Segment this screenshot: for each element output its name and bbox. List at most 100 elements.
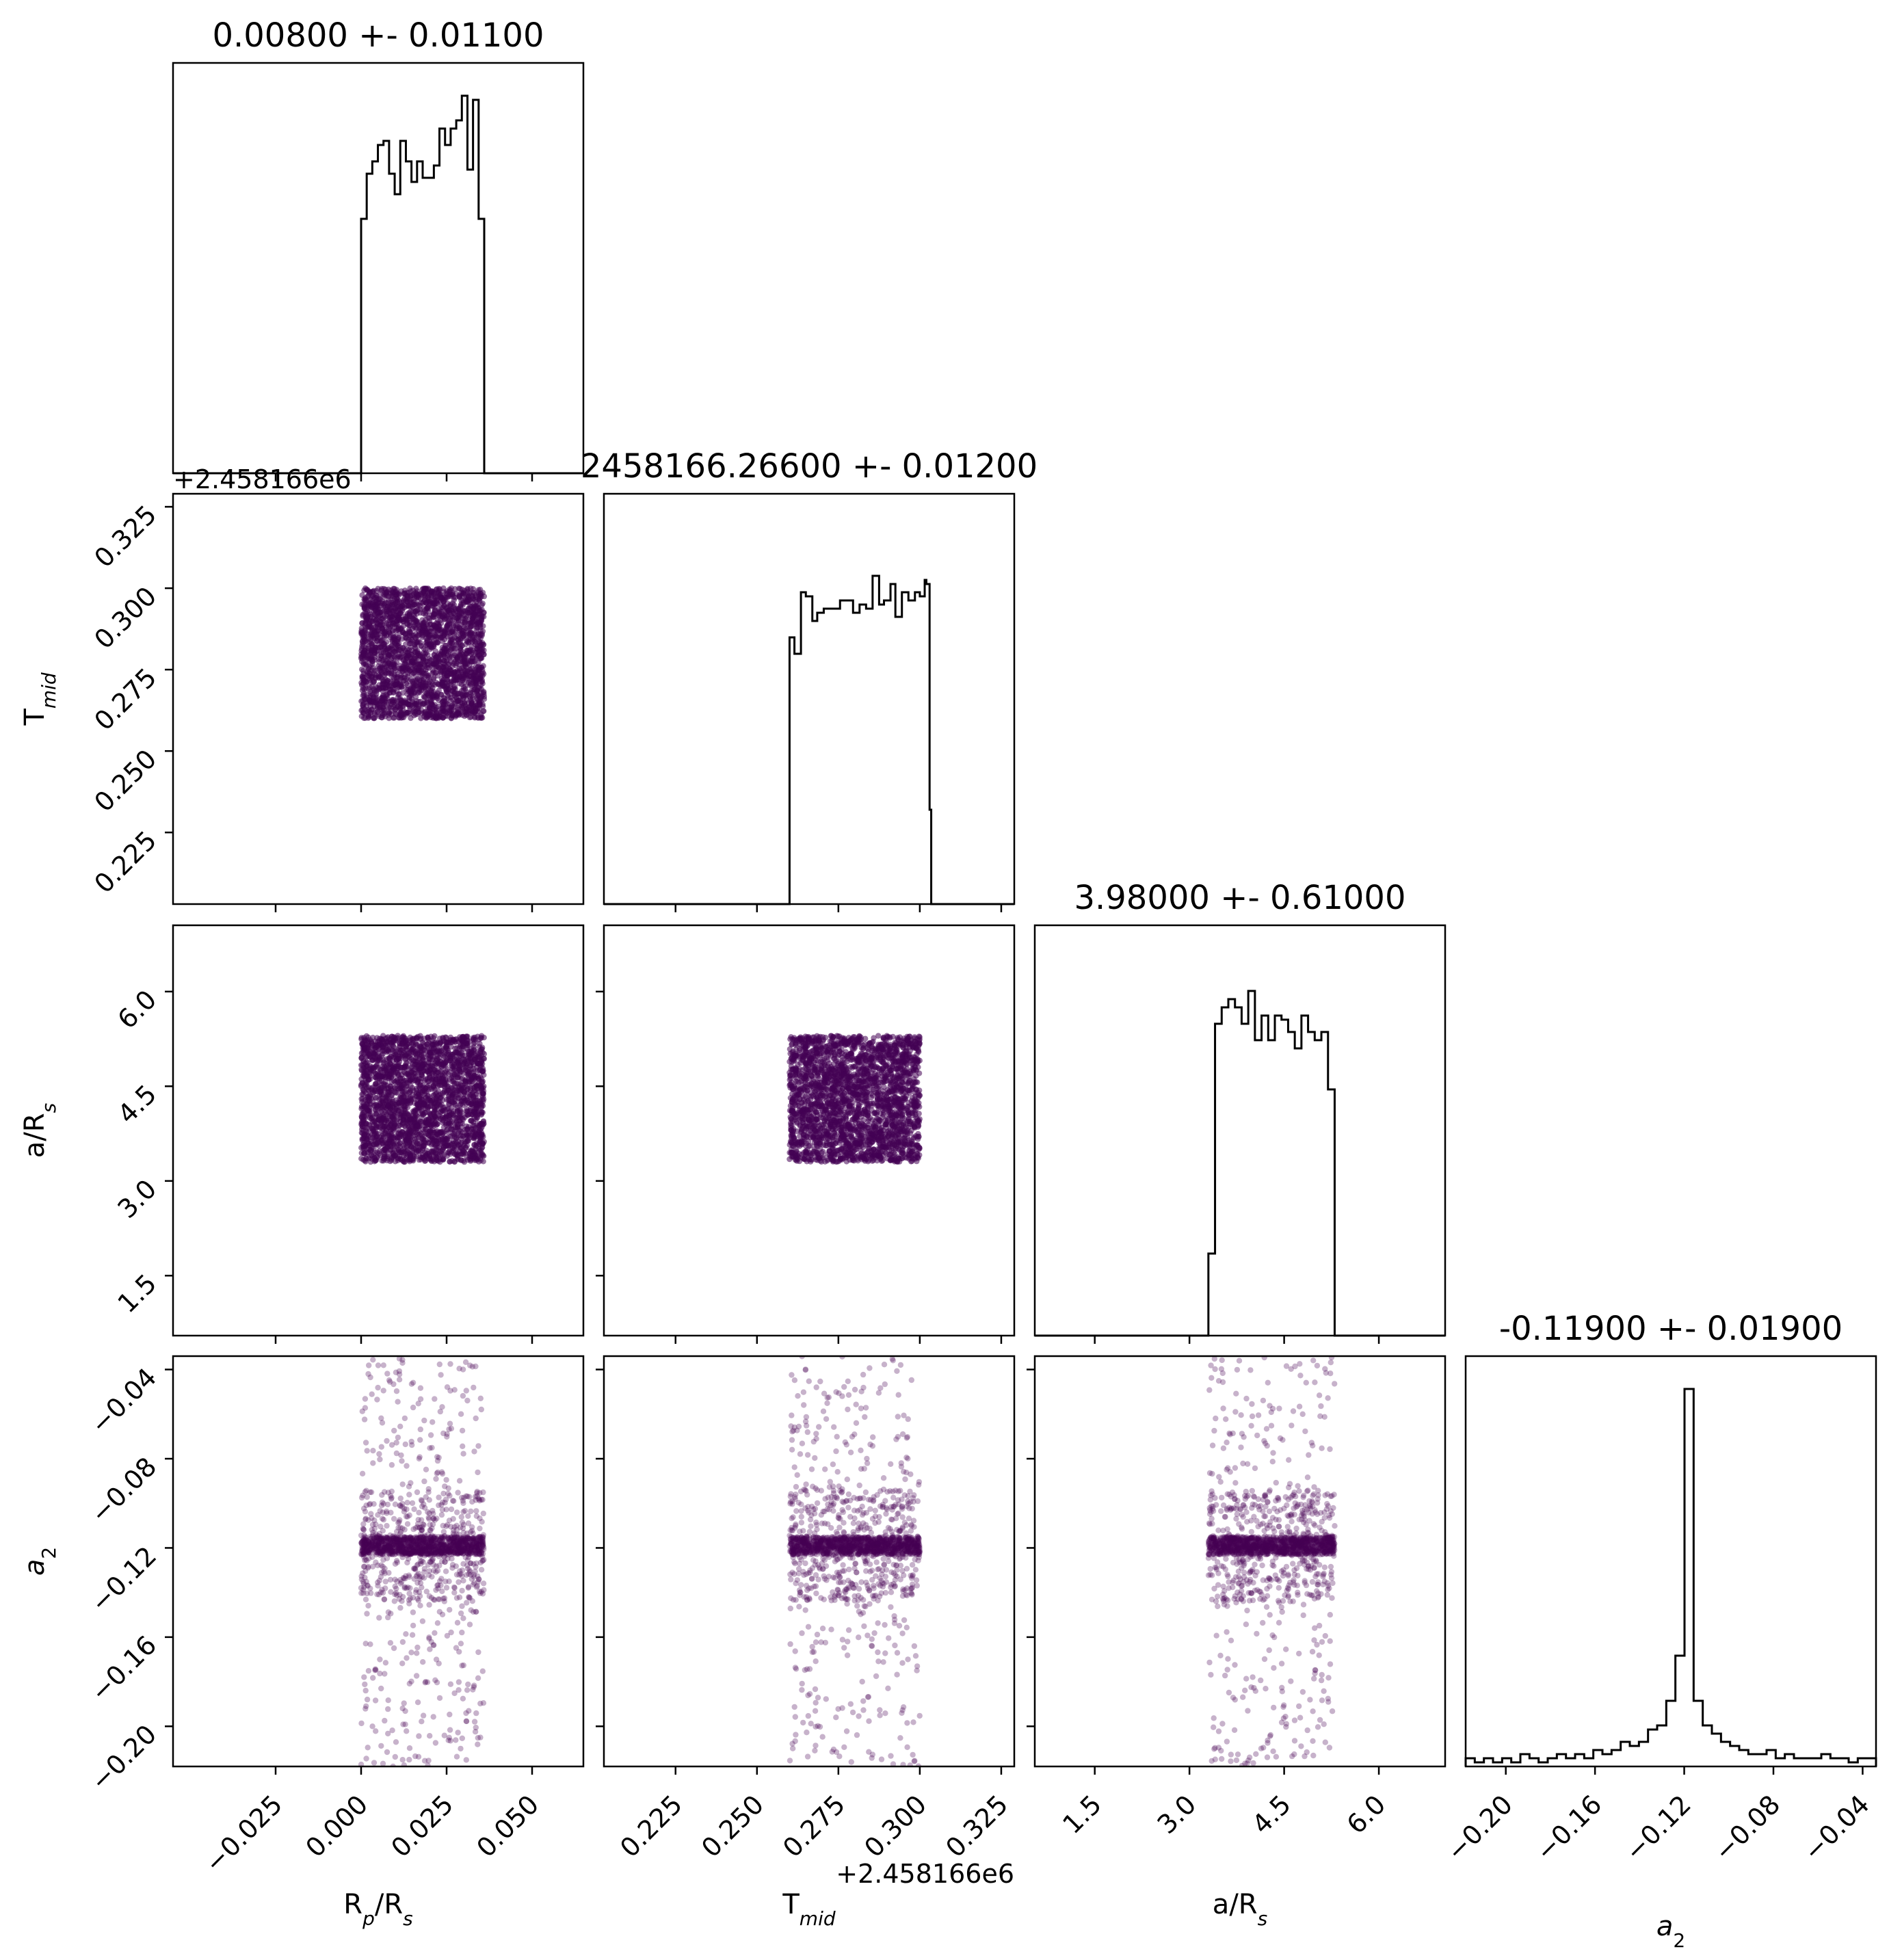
point <box>376 1053 382 1059</box>
point <box>473 1100 479 1107</box>
point <box>471 1065 477 1072</box>
point <box>432 607 438 613</box>
point <box>384 1094 391 1100</box>
point <box>447 641 453 647</box>
point <box>376 1035 383 1042</box>
point <box>375 613 382 620</box>
point <box>366 670 372 676</box>
point <box>433 598 440 605</box>
point <box>362 651 369 657</box>
point <box>358 1145 365 1151</box>
point <box>455 606 462 612</box>
point <box>393 1035 400 1042</box>
point <box>386 607 392 614</box>
point <box>406 609 412 615</box>
point <box>423 1154 430 1160</box>
axes-frame-a2 <box>1464 1355 1877 1768</box>
point <box>442 1104 448 1111</box>
point <box>378 1137 384 1143</box>
point <box>421 1085 427 1091</box>
point <box>410 1087 417 1094</box>
point <box>451 683 458 690</box>
point <box>394 599 400 606</box>
point <box>448 703 455 709</box>
point <box>360 710 367 716</box>
point <box>389 628 396 634</box>
point <box>400 699 406 706</box>
point <box>399 690 406 696</box>
point <box>360 670 367 677</box>
point <box>473 1104 479 1111</box>
point <box>439 648 445 655</box>
point <box>408 715 414 721</box>
point <box>427 700 434 706</box>
point <box>381 602 388 609</box>
point <box>372 674 378 681</box>
point <box>412 1139 419 1145</box>
point <box>421 676 427 683</box>
hist-step-rp <box>173 94 583 475</box>
point <box>359 620 365 626</box>
point <box>413 673 419 679</box>
point <box>427 706 433 712</box>
title-tmid: 2458166.26600 +- 0.01200 <box>581 447 1038 486</box>
point <box>455 637 462 643</box>
point <box>390 715 397 721</box>
point <box>451 1066 458 1073</box>
point <box>470 704 476 711</box>
point <box>390 1043 397 1049</box>
point <box>453 678 459 684</box>
point <box>366 589 373 595</box>
point <box>440 1120 446 1126</box>
point <box>476 620 482 626</box>
point <box>443 1044 449 1050</box>
point <box>473 669 479 675</box>
point <box>430 1127 436 1133</box>
point <box>416 602 422 608</box>
point <box>443 688 449 695</box>
point <box>441 696 448 702</box>
point <box>372 1137 379 1143</box>
point <box>453 1049 460 1055</box>
point <box>459 712 466 718</box>
point <box>404 1143 410 1150</box>
point <box>450 1145 456 1151</box>
point <box>473 654 480 661</box>
hist-rp <box>172 62 585 475</box>
point <box>481 1139 487 1145</box>
point <box>436 626 443 633</box>
point <box>360 685 367 691</box>
point <box>374 597 380 603</box>
point <box>478 1085 485 1091</box>
point <box>423 631 430 637</box>
scatter-rp-tmid <box>172 492 585 905</box>
point <box>434 1131 440 1138</box>
point <box>387 1083 394 1089</box>
point <box>470 586 477 592</box>
point <box>428 628 434 635</box>
point <box>370 593 377 600</box>
point <box>365 608 371 615</box>
point <box>363 1121 369 1127</box>
point <box>373 648 380 654</box>
point <box>478 1151 484 1157</box>
point <box>368 636 374 642</box>
point <box>362 696 368 703</box>
point <box>358 1035 365 1041</box>
point <box>410 605 416 611</box>
point <box>442 642 449 649</box>
point <box>391 633 397 639</box>
point <box>397 665 404 672</box>
point <box>444 672 450 678</box>
point <box>398 683 404 689</box>
point <box>434 654 440 660</box>
point <box>466 631 473 637</box>
point <box>384 682 391 688</box>
point <box>435 672 441 679</box>
point <box>392 1084 399 1090</box>
point <box>389 1117 395 1123</box>
point <box>359 656 365 662</box>
point <box>431 611 437 618</box>
point <box>467 690 474 696</box>
